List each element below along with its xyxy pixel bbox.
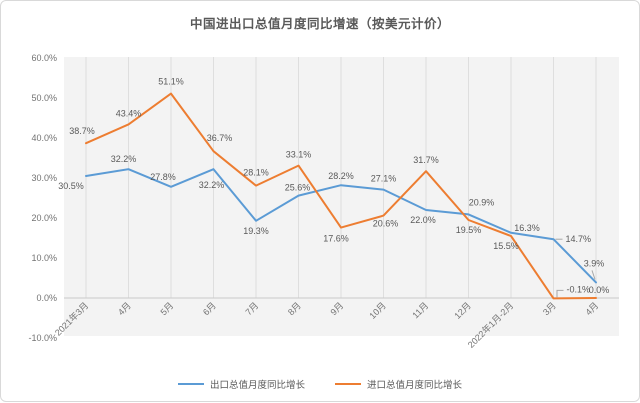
chart-legend: 出口总值月度同比增长 进口总值月度同比增长 — [1, 377, 639, 391]
import-line-swatch — [335, 383, 361, 385]
y-axis-tick-label: 40.0% — [31, 133, 57, 143]
legend-item-export[interactable]: 出口总值月度同比增长 — [177, 377, 305, 391]
data-label: 0.0% — [589, 285, 610, 295]
label-leader-line — [556, 289, 564, 298]
data-label: 28.1% — [243, 168, 269, 178]
data-label: 51.1% — [158, 77, 184, 87]
y-axis-tick-label: 50.0% — [31, 93, 57, 103]
data-label: 43.4% — [116, 108, 142, 118]
data-label: 15.5% — [493, 241, 519, 251]
data-label: 27.8% — [150, 172, 176, 182]
chart-title: 中国进出口总值月度同比增速（按美元计价） — [189, 17, 450, 31]
data-label: 14.7% — [566, 234, 592, 244]
data-label: 17.6% — [323, 234, 349, 244]
data-label: 3.9% — [584, 258, 605, 268]
data-label: 22.0% — [410, 215, 436, 225]
y-axis-tick-label: 0.0% — [36, 293, 57, 303]
y-axis-tick-label: -10.0% — [28, 333, 57, 343]
export-line-swatch — [177, 383, 204, 385]
data-label: 25.6% — [285, 183, 311, 193]
data-label: 19.5% — [456, 225, 482, 235]
data-label: -0.1% — [567, 284, 591, 294]
data-label: 31.7% — [413, 155, 439, 165]
legend-label-import: 进口总值月度同比增长 — [367, 380, 463, 391]
import-series-line — [85, 92, 597, 300]
data-label: 20.6% — [373, 219, 399, 229]
y-axis-tick-label: 20.0% — [31, 213, 57, 223]
data-label: 33.1% — [286, 150, 312, 160]
data-label: 16.3% — [514, 223, 540, 233]
data-label: 19.3% — [243, 226, 269, 236]
legend-label-export: 出口总值月度同比增长 — [209, 380, 305, 391]
export-series-line — [85, 168, 597, 284]
data-label: 27.1% — [371, 174, 397, 184]
data-label: 30.5% — [58, 181, 84, 191]
data-label: 32.2% — [199, 180, 225, 190]
data-label: 28.2% — [328, 171, 354, 181]
legend-item-import[interactable]: 进口总值月度同比增长 — [335, 377, 462, 391]
data-label: 36.7% — [207, 133, 233, 143]
data-label: 38.7% — [69, 126, 95, 136]
y-axis-tick-label: 10.0% — [31, 253, 57, 263]
label-leader-line — [591, 270, 596, 280]
y-axis-tick-label: 30.0% — [31, 173, 57, 183]
y-axis-tick-label: 60.0% — [31, 53, 57, 63]
data-label: 20.9% — [469, 197, 495, 207]
data-label: 32.2% — [111, 154, 137, 164]
